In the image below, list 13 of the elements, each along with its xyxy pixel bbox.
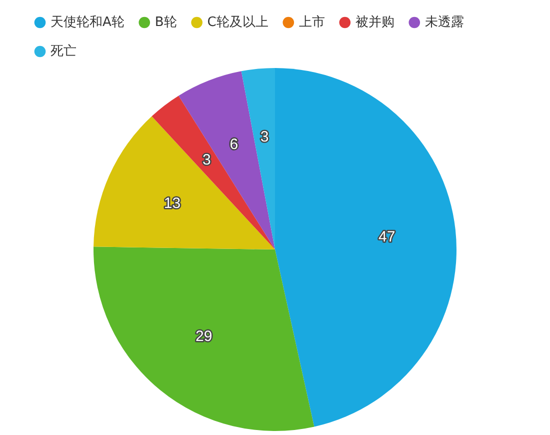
legend-label: 上市 (298, 14, 325, 30)
legend-label: B轮 (154, 14, 177, 30)
legend-label: 未透露 (424, 14, 464, 30)
legend-label: 天使轮和A轮 (50, 14, 124, 30)
data-label: 6 (230, 136, 238, 153)
data-label: 3 (202, 151, 211, 168)
data-label: 3 (260, 128, 269, 146)
data-label: 13 (164, 194, 181, 212)
legend-label: 被并购 (355, 14, 394, 30)
data-label: 47 (378, 228, 396, 246)
legend-label: C轮及以上 (207, 14, 268, 30)
legend-label: 死亡 (50, 42, 76, 59)
data-label: 29 (196, 328, 212, 345)
